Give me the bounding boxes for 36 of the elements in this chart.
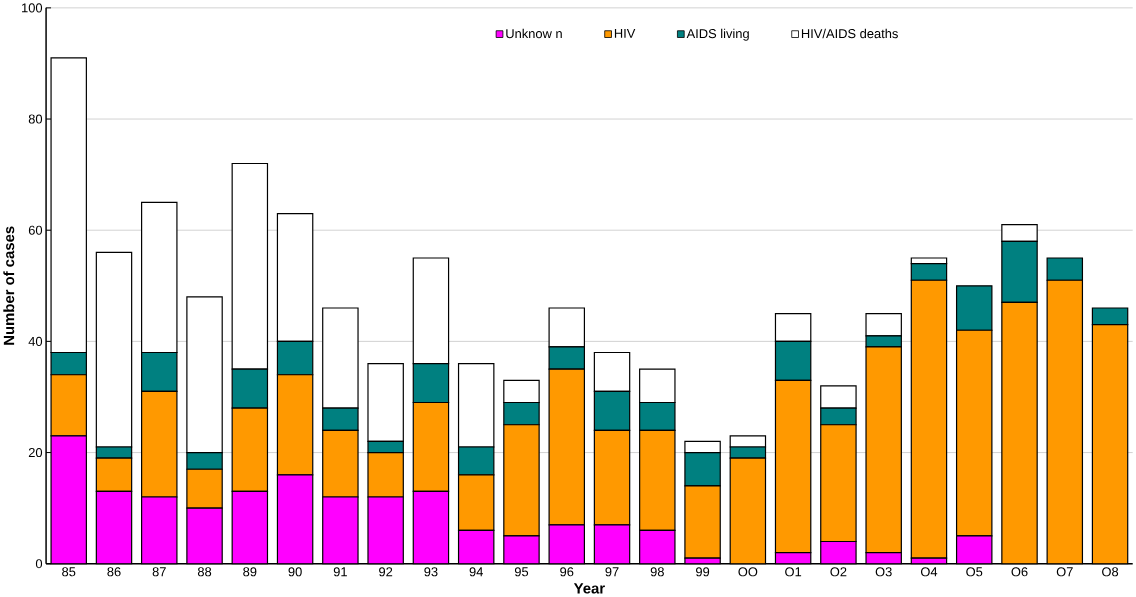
x-tick-label: 97 <box>605 567 619 577</box>
x-tick-label: O8 <box>1102 567 1119 577</box>
x-tick-label: 99 <box>696 567 710 577</box>
x-tick-label: 90 <box>288 567 302 577</box>
x-axis-title: Year <box>573 583 605 594</box>
x-tick-label: 94 <box>469 567 483 577</box>
x-tick-label: O6 <box>1011 567 1028 577</box>
y-tick-label: 100 <box>22 3 43 13</box>
x-tick-label: 88 <box>197 567 212 577</box>
x-tick-label: 89 <box>243 567 257 577</box>
y-tick-label: 40 <box>28 336 43 347</box>
x-tick-label: O4 <box>920 567 938 577</box>
legend-label: AIDS living <box>686 28 749 41</box>
x-tick-label: 86 <box>107 567 121 577</box>
legend-label: HIV <box>614 29 636 38</box>
x-tick-label: 95 <box>514 567 529 577</box>
x-tick-label: 96 <box>560 567 574 577</box>
x-tick-label: O5 <box>966 567 983 577</box>
x-tick-label: 93 <box>424 567 438 577</box>
x-tick-label: OO <box>738 567 758 577</box>
legend-label: Unknow n <box>506 28 562 39</box>
y-tick-label: 0 <box>35 559 43 569</box>
x-tick-label: 92 <box>379 567 393 577</box>
y-tick-label: 80 <box>28 114 43 124</box>
y-tick-label: 60 <box>28 225 43 235</box>
x-tick-label: O7 <box>1056 567 1073 577</box>
x-tick-label: 91 <box>333 567 347 577</box>
x-tick-label: 87 <box>152 567 166 577</box>
y-tick-label: 20 <box>28 448 43 458</box>
x-tick-label: 85 <box>62 567 76 577</box>
x-tick-label: O2 <box>830 567 847 577</box>
y-axis-title: Number of cases <box>3 226 15 345</box>
x-tick-label: O3 <box>875 567 892 577</box>
legend-label: HIV/AIDS deaths <box>801 28 898 39</box>
x-tick-label: O1 <box>785 567 802 577</box>
x-tick-label: 98 <box>650 567 664 577</box>
